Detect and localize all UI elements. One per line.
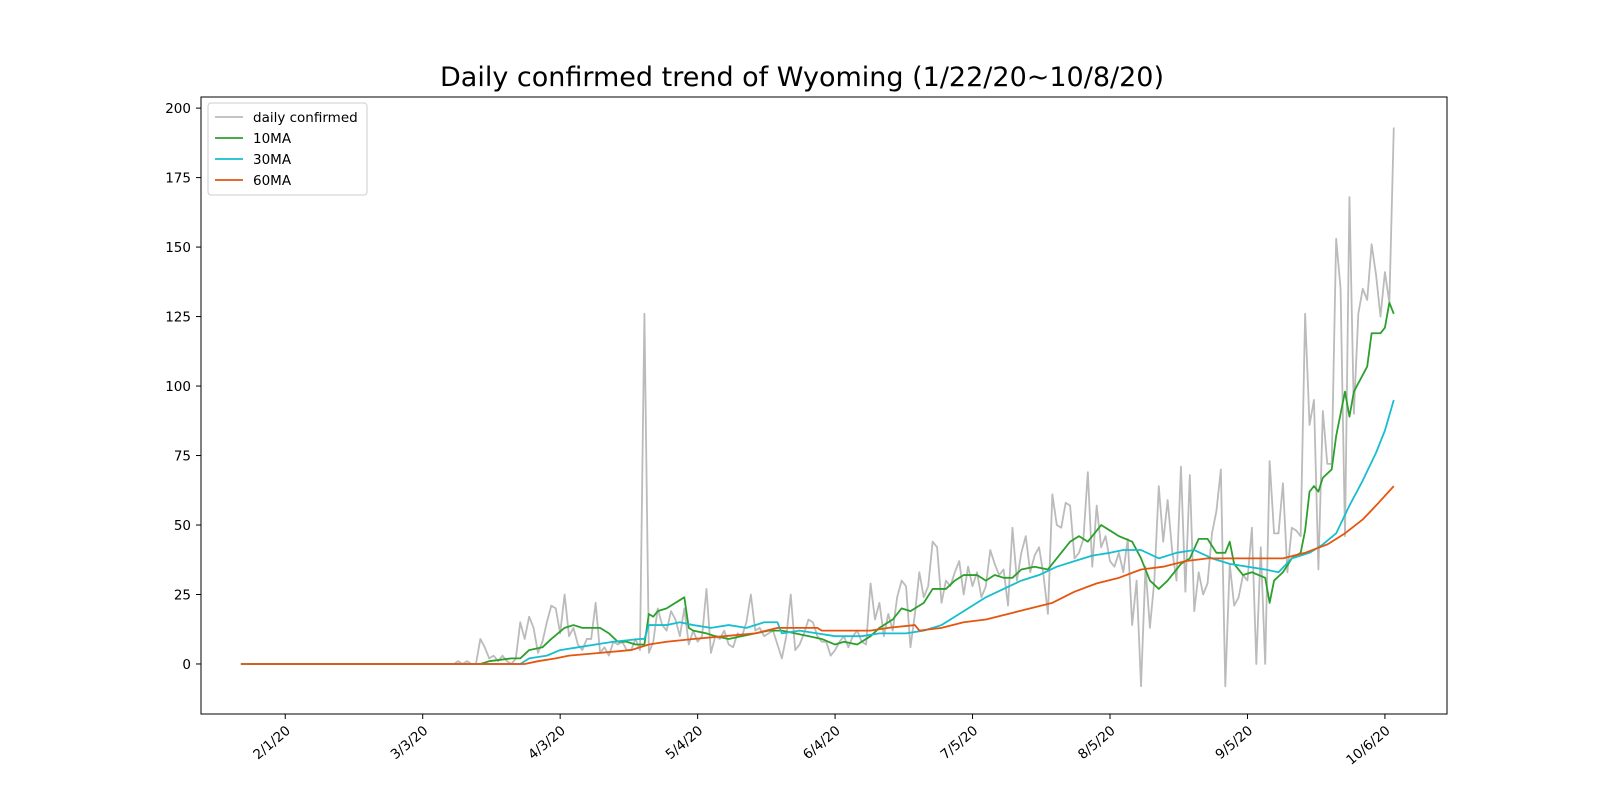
plot-frame (200, 96, 1448, 715)
y-tick-label-175: 175 (165, 171, 191, 187)
x-tick-label-5-4-20: 5/4/20 (663, 723, 707, 763)
series-line-60ma (240, 485, 1395, 665)
x-tick-label-3-3-20: 3/3/20 (388, 723, 432, 763)
y-axis: 0 25 50 75 100 125 150 175 200 (165, 101, 201, 673)
y-tick-label-100: 100 (165, 379, 191, 395)
legend-label-30ma: 30MA (253, 152, 292, 168)
legend: daily confirmed 10MA 30MA 60MA (207, 102, 368, 196)
y-tick-label-50: 50 (174, 518, 191, 534)
y-tick-label-0: 0 (182, 657, 191, 673)
y-tick-label-75: 75 (174, 449, 191, 465)
x-tick-label-7-5-20: 7/5/20 (938, 723, 982, 763)
legend-box (207, 102, 368, 196)
series-line-daily-confirmed (240, 127, 1395, 688)
y-tick-label-25: 25 (174, 587, 191, 603)
legend-label-60ma: 60MA (253, 173, 292, 189)
legend-label-daily-confirmed: daily confirmed (253, 110, 358, 126)
x-tick-label-8-5-20: 8/5/20 (1075, 723, 1119, 763)
chart-title: Daily confirmed trend of Wyoming (1/22/2… (440, 62, 1164, 93)
series-layer (240, 127, 1395, 688)
series-line-10ma (240, 301, 1395, 665)
x-tick-label-4-3-20: 4/3/20 (525, 723, 569, 763)
legend-label-10ma: 10MA (253, 131, 292, 147)
y-tick-label-200: 200 (165, 101, 191, 117)
x-axis: 2/1/20 3/3/20 4/3/20 5/4/20 6/4/20 7/5/20 8/5/… (250, 714, 1393, 769)
x-tick-label-10-6-20: 10/6/20 (1343, 723, 1393, 769)
x-tick-label-9-5-20: 9/5/20 (1212, 723, 1256, 763)
series-line-30ma (240, 399, 1395, 665)
x-tick-label-6-4-20: 6/4/20 (800, 723, 844, 763)
y-tick-label-125: 125 (165, 310, 191, 326)
y-tick-label-150: 150 (165, 240, 191, 256)
plot-area (200, 96, 1448, 715)
x-tick-label-2-1-20: 2/1/20 (250, 723, 294, 763)
